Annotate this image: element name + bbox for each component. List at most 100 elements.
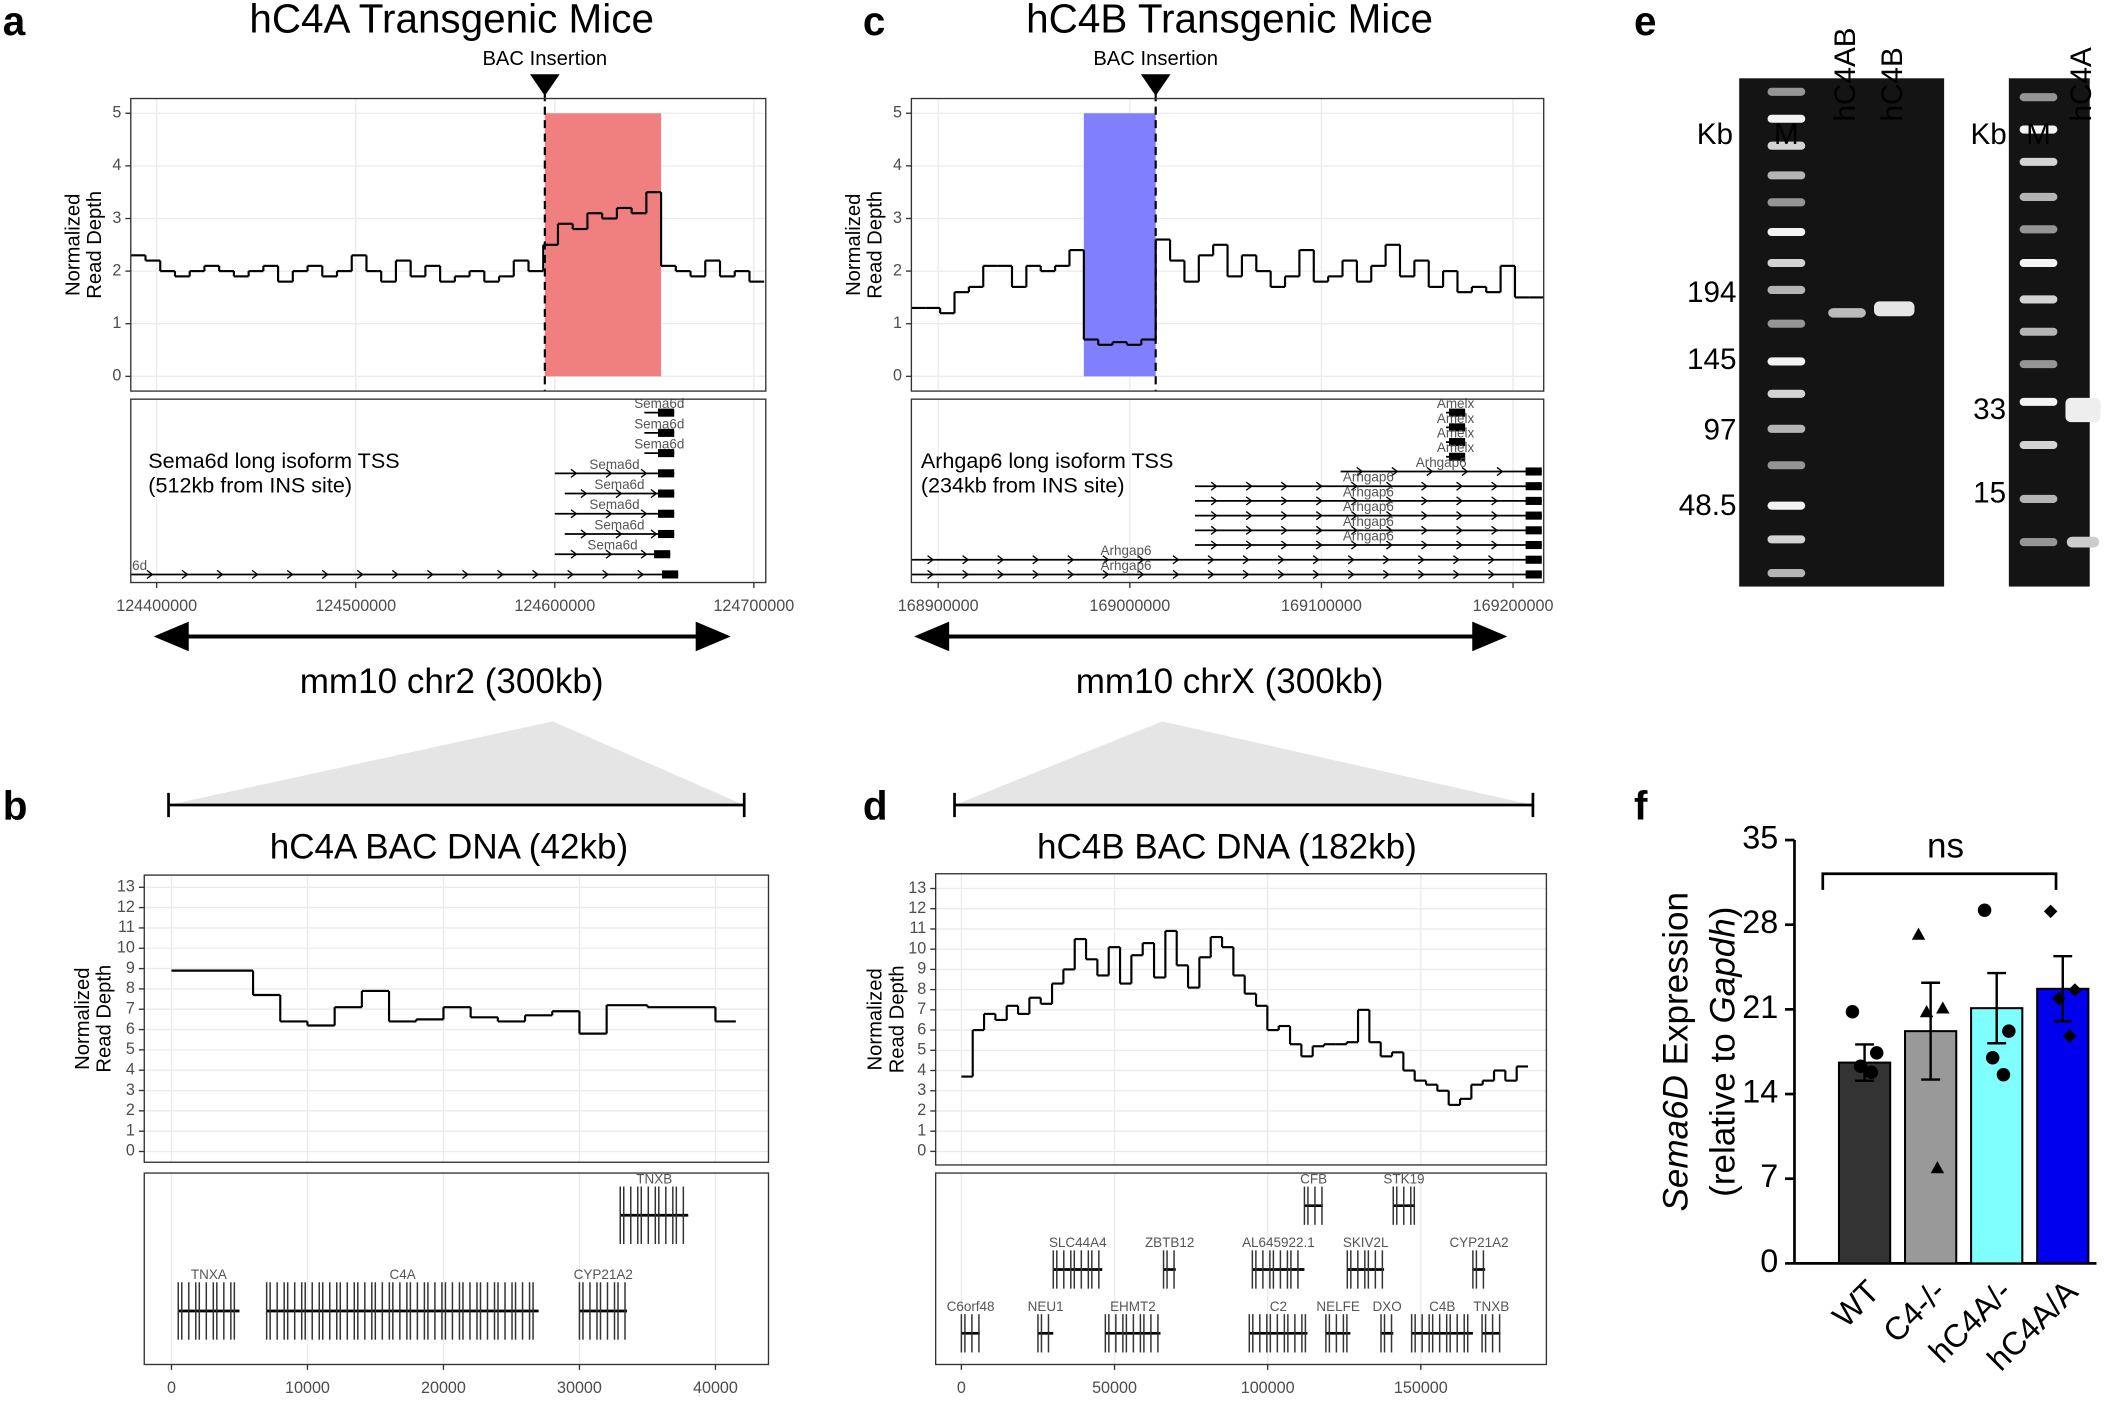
gene-chevron: [1312, 569, 1320, 580]
gene-chevron: [1137, 569, 1145, 580]
gene-chevron: [1350, 511, 1358, 521]
gene-exon: [658, 529, 675, 539]
lane-label: hC4A: [2065, 47, 2098, 121]
ladder-band: [1767, 424, 1806, 433]
plot-background: [144, 875, 769, 1163]
ladder-band: [1767, 389, 1806, 398]
gene-chevron: [1417, 555, 1425, 565]
annotation: Arhgap6 long isoform TSS: [921, 448, 1174, 473]
panel-title: hC4A BAC DNA (42kb): [270, 828, 628, 867]
data-point: [1853, 1059, 1868, 1073]
gene-chevron: [1491, 540, 1499, 550]
gene-chevron: [1426, 466, 1434, 477]
gene-exon: [1525, 482, 1542, 491]
gene-chevron: [570, 549, 578, 559]
gene-chevron: [602, 569, 610, 580]
panel-letter: e: [1634, 0, 1656, 44]
y-tick-label: 28: [1742, 904, 1778, 940]
gene-chevron: [962, 555, 970, 565]
gene-label: Amelx: [1437, 426, 1475, 441]
gene-label: NEU1: [1028, 1299, 1064, 1314]
y-tick-label: 4: [917, 1061, 926, 1079]
insertion-marker: [529, 74, 560, 96]
gene-chevron: [1386, 540, 1393, 550]
ladder-band: [1767, 501, 1806, 510]
size-label: 145: [1687, 343, 1736, 376]
annotation: (234kb from INS site): [921, 473, 1125, 498]
gene-chevron: [1382, 555, 1390, 565]
gene-chevron: [1347, 569, 1355, 580]
gel: [1739, 78, 1945, 587]
error-bar-line: [1987, 971, 2007, 1045]
ladder-band: [1767, 461, 1806, 470]
gene-chevron: [1245, 481, 1253, 491]
gene-exon: [1525, 511, 1542, 520]
y-tick-label: 1: [917, 1121, 926, 1139]
y-tick-label: 4: [112, 156, 121, 174]
gene-exon: [1448, 452, 1466, 461]
sample-band: [2065, 397, 2101, 423]
gene-exon: [1448, 438, 1466, 447]
gene-label: Amelx: [1437, 411, 1475, 426]
ladder-band: [1767, 569, 1806, 578]
gene-exon: [1525, 555, 1542, 564]
y-axis-label-part: ): [1704, 907, 1743, 919]
gene-chevron: [497, 569, 505, 580]
y-axis-label-part: (relative to: [1704, 1023, 1743, 1196]
x-tick-label: 124600000: [514, 597, 595, 615]
gene-chevron: [927, 555, 935, 565]
ladder-band: [1767, 198, 1806, 207]
y-tick-label: 1: [112, 314, 121, 332]
sample-band: [1828, 308, 1866, 318]
plot-background: [130, 98, 766, 392]
gene-chevron: [1210, 481, 1218, 491]
x-tick-label: 0: [167, 1379, 176, 1397]
gene-chevron: [997, 555, 1005, 565]
y-axis-label: (relative to Gapdh): [1704, 907, 1743, 1197]
error-bar-line: [2053, 954, 2073, 1023]
gene-chevron: [1350, 525, 1358, 535]
gene-chevron: [1315, 481, 1323, 491]
x-tick-label: 100000: [1241, 1379, 1295, 1397]
gene-exon: [658, 489, 675, 498]
y-axis-label: Sema6D Expression: [1657, 892, 1696, 1211]
ladder-band: [1767, 114, 1806, 123]
y-tick-label: 9: [917, 960, 926, 978]
gene-chevron: [640, 549, 648, 559]
data-point: [1869, 1046, 1884, 1060]
gene-label: CYP21A2: [574, 1267, 633, 1282]
ladder-band: [1767, 319, 1806, 328]
gene-label: Arhgap6: [1101, 543, 1152, 558]
gene-label: Sema6d: [634, 437, 684, 452]
gene-label: Sema6d: [634, 416, 684, 431]
ladder-band: [1767, 87, 1806, 96]
gene-label: CYP21A2: [1449, 1235, 1508, 1250]
size-label: 97: [1704, 413, 1737, 446]
gene-chevron: [1032, 569, 1040, 580]
lane-label: M: [2026, 118, 2051, 151]
plot-border: [934, 873, 1548, 1166]
x-axis-label: mm10 chr2 (300kb): [300, 662, 604, 701]
highlight-region: [544, 113, 662, 377]
gene-chevron: [1137, 555, 1145, 565]
ladder-band: [1767, 141, 1806, 150]
gene-chevron: [1207, 555, 1215, 565]
gene-label: 6d: [132, 558, 147, 573]
gene-chevron: [1421, 496, 1428, 506]
gene-exon: [1525, 496, 1542, 505]
y-tick-label: 1: [893, 314, 902, 332]
insertion-label: BAC Insertion: [482, 48, 607, 70]
x-tick-label: 124500000: [315, 597, 396, 615]
gene-exon: [658, 408, 675, 417]
y-axis-label: Normalized: [72, 968, 94, 1070]
gene-chevron: [1421, 481, 1428, 491]
gene-label: TNXB: [1473, 1299, 1509, 1314]
x-tick-label: 169100000: [1281, 597, 1362, 615]
y-tick-label: 2: [126, 1101, 135, 1119]
track-border: [143, 1172, 770, 1366]
gene-exon: [1525, 570, 1542, 579]
data-point: [2051, 991, 2066, 1006]
plot-border: [143, 874, 770, 1163]
gene-label: Arhgap6: [1416, 455, 1467, 470]
panel-letter: d: [863, 783, 888, 829]
